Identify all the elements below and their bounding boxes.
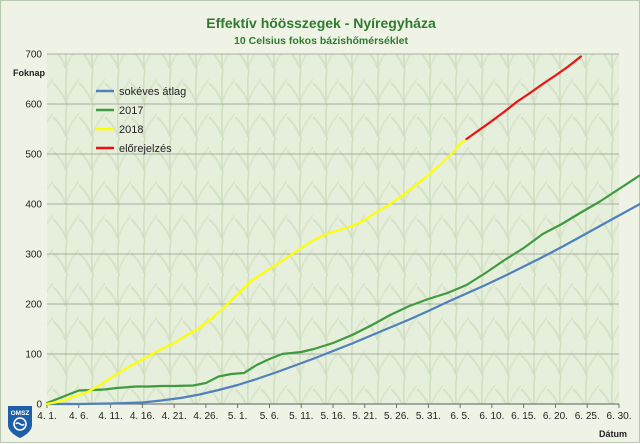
series-lines: [45, 55, 640, 406]
svg-text:OMSZ: OMSZ: [11, 410, 30, 417]
y-tick-label: 700: [25, 50, 42, 61]
y-tick-label: 600: [25, 100, 42, 111]
y-tick-label: 0: [36, 400, 42, 411]
chart-title: Effektív hőösszegek - Nyíregyháza: [206, 15, 436, 31]
x-axis-label: Dátum: [599, 429, 627, 439]
grid-lines: [46, 53, 620, 408]
omsz-logo: OMSZ: [8, 406, 32, 438]
legend: sokéves átlag 2017 2018 előrejelzés: [96, 86, 186, 155]
x-tick-label: 4. 16.: [130, 411, 155, 422]
legend-label: 2018: [119, 124, 143, 136]
x-tick-label: 5. 1.: [228, 411, 247, 422]
x-tick-label: 5. 31.: [416, 411, 441, 422]
series-line: [45, 174, 640, 405]
series-line: [45, 137, 468, 406]
x-tick-label: 6. 20.: [543, 411, 568, 422]
series-line: [45, 202, 640, 406]
plot-texture: [47, 54, 619, 404]
legend-label: 2017: [119, 105, 143, 117]
y-tick-label: 400: [25, 200, 42, 211]
series-line: [465, 55, 583, 141]
y-tick-label: 200: [25, 300, 42, 311]
x-tick-label: 6. 30.: [606, 411, 631, 422]
x-tick-label: 4. 21.: [162, 411, 187, 422]
y-tick-label: 500: [25, 150, 42, 161]
x-tick-label: 6. 15.: [511, 411, 536, 422]
legend-label: sokéves átlag: [119, 86, 186, 98]
x-tick-label: 4. 26.: [193, 411, 218, 422]
x-tick-label: 5. 26.: [384, 411, 409, 422]
x-tick-labels: 4. 1. 4. 6. 4. 11. 4. 16. 4. 21. 4. 26. 5. 1. 5…: [37, 411, 631, 422]
x-tick-label: 5. 21.: [352, 411, 377, 422]
x-tick-label: 4. 11.: [98, 411, 122, 422]
x-tick-label: 5. 6.: [260, 411, 279, 422]
x-tick-label: 4. 6.: [69, 411, 88, 422]
y-axis-label: Foknap: [13, 68, 46, 78]
x-tick-label: 6. 10.: [479, 411, 504, 422]
x-tick-label: 5. 11.: [289, 411, 313, 422]
x-tick-label: 6. 25.: [575, 411, 600, 422]
chart-subtitle: 10 Celsius fokos bázishőmérséklet: [234, 35, 408, 47]
legend-label: előrejelzés: [119, 143, 172, 155]
y-tick-label: 100: [25, 350, 42, 361]
x-tick-label: 4. 1.: [37, 411, 56, 422]
x-tick-label: 6. 5.: [450, 411, 469, 422]
y-tick-labels: 0 100 200 300 400 500 600 700: [25, 50, 42, 411]
y-tick-label: 300: [25, 250, 42, 261]
x-tick-label: 5. 16.: [320, 411, 345, 422]
